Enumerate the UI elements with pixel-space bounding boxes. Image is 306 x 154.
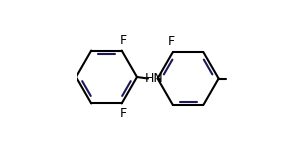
Text: F: F xyxy=(120,107,127,120)
Text: F: F xyxy=(167,35,174,48)
Text: HN: HN xyxy=(144,72,163,85)
Text: F: F xyxy=(120,34,127,47)
